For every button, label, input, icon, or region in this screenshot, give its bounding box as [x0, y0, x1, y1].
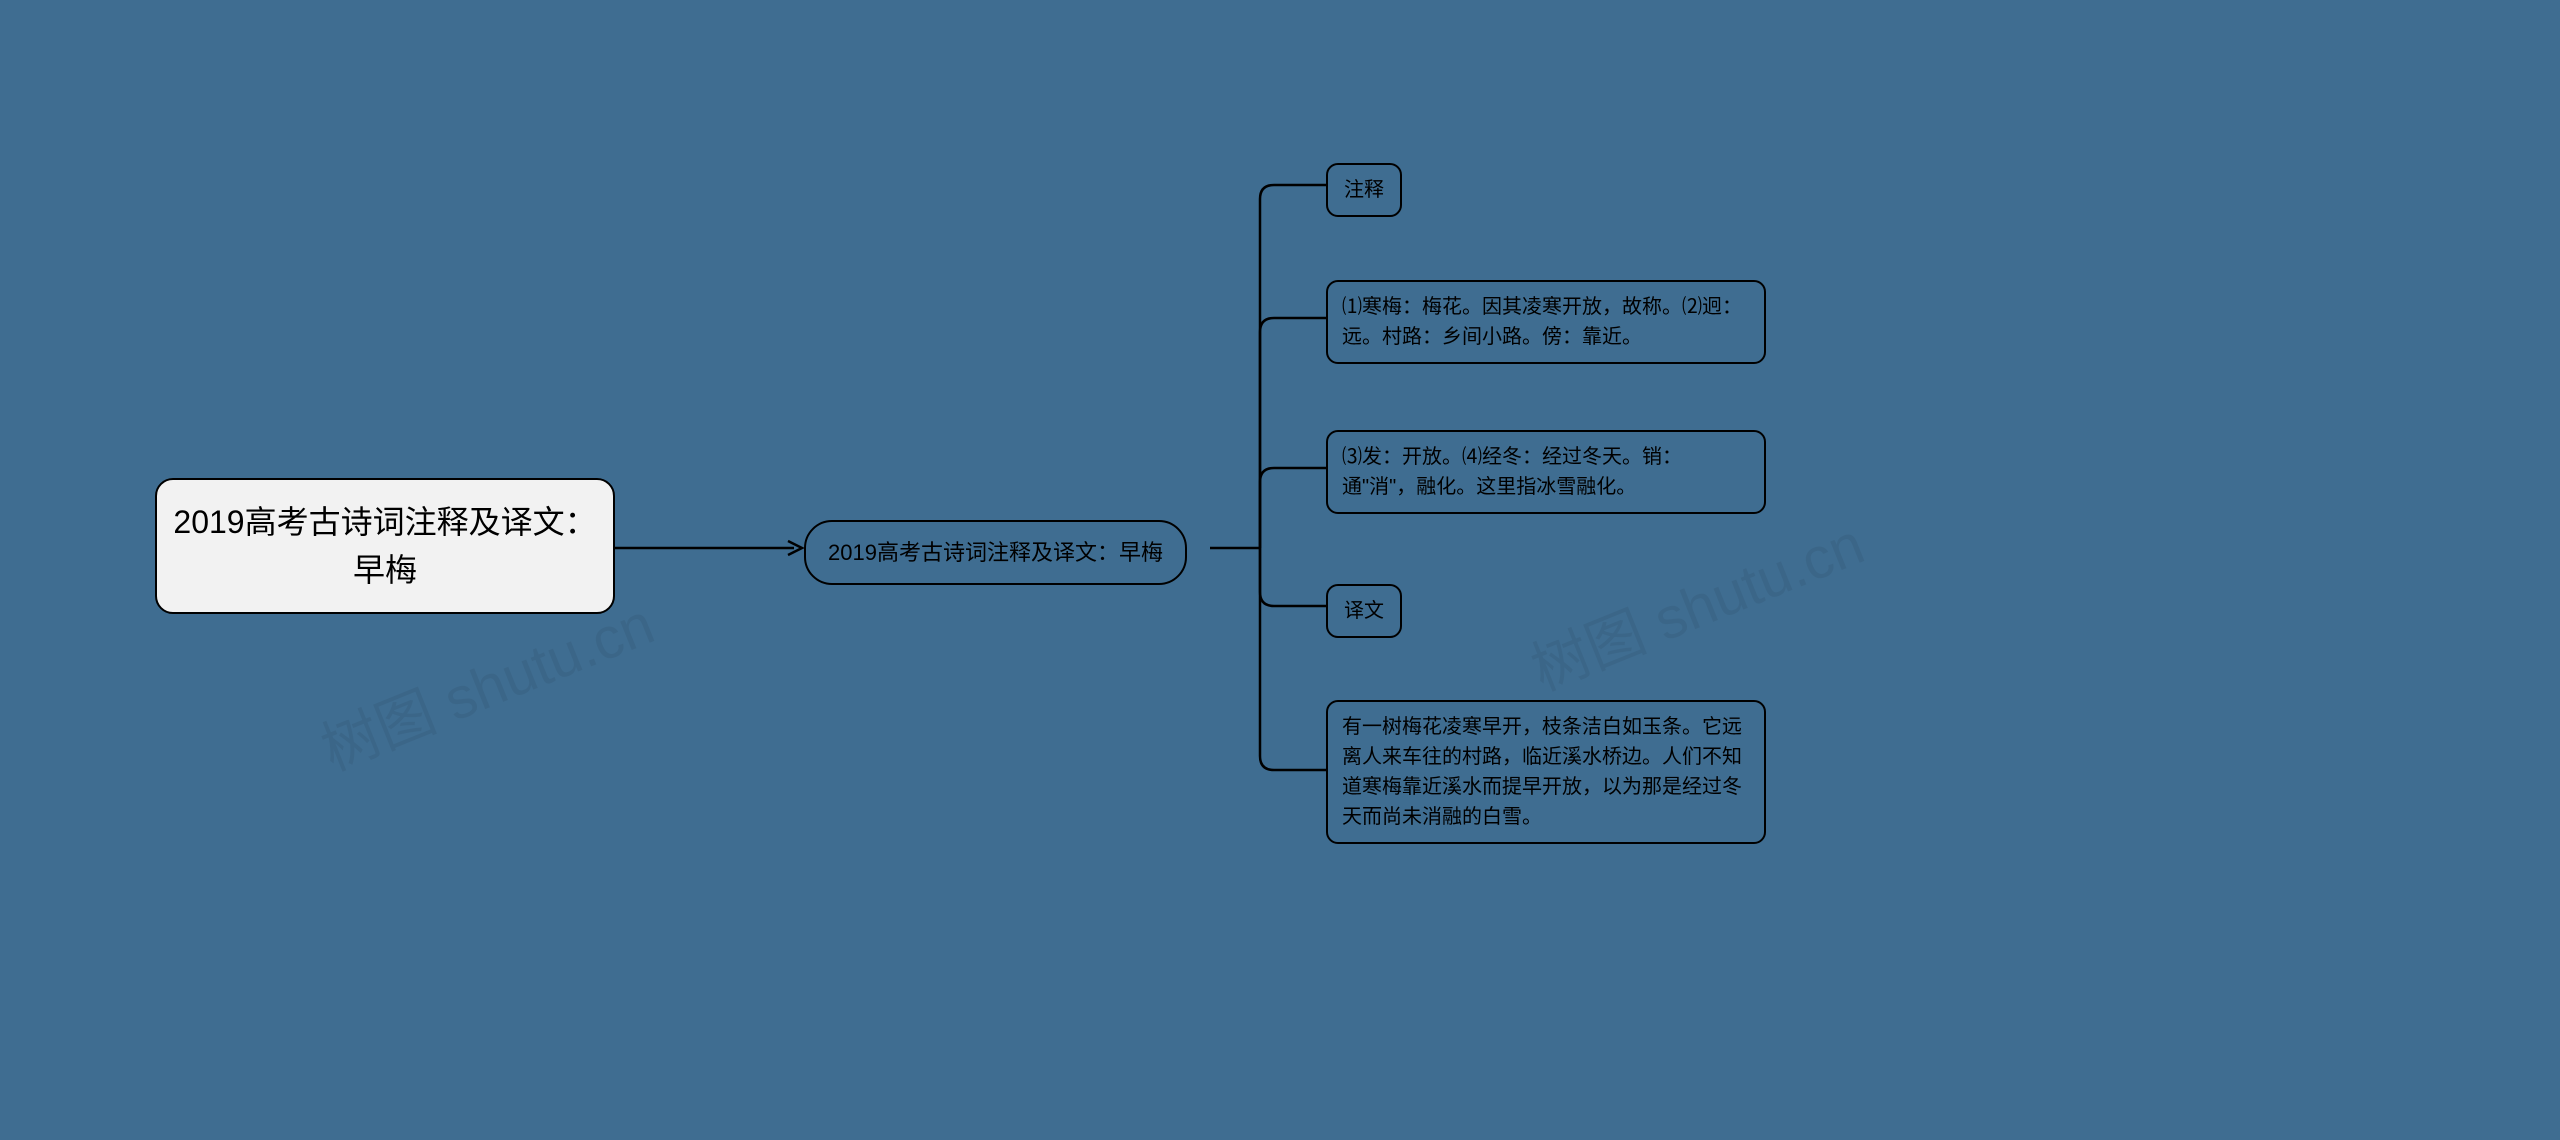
leaf-zhushi: 注释 [1326, 163, 1402, 217]
leaf-note34: ⑶发：开放。⑷经冬：经过冬天。销：通"消"，融化。这里指冰雪融化。 [1326, 430, 1766, 514]
leaf-note12: ⑴寒梅：梅花。因其凌寒开放，故称。⑵迥：远。村路：乡间小路。傍：靠近。 [1326, 280, 1766, 364]
leaf-yiwen: 译文 [1326, 584, 1402, 638]
level1-node: 2019高考古诗词注释及译文：早梅 [804, 520, 1187, 585]
level1-text: 2019高考古诗词注释及译文：早梅 [828, 540, 1163, 565]
leaf-text-note34: ⑶发：开放。⑷经冬：经过冬天。销：通"消"，融化。这里指冰雪融化。 [1342, 446, 1682, 498]
root-node: 2019高考古诗词注释及译文：早梅 [155, 478, 615, 614]
leaf-text-note12: ⑴寒梅：梅花。因其凌寒开放，故称。⑵迥：远。村路：乡间小路。傍：靠近。 [1342, 296, 1742, 348]
leaf-text-yiwen: 译文 [1344, 600, 1384, 622]
leaf-trans: 有一树梅花凌寒早开，枝条洁白如玉条。它远离人来车往的村路，临近溪水桥边。人们不知… [1326, 700, 1766, 844]
root-text: 2019高考古诗词注释及译文：早梅 [173, 504, 596, 588]
leaf-text-zhushi: 注释 [1344, 179, 1384, 201]
leaf-text-trans: 有一树梅花凌寒早开，枝条洁白如玉条。它远离人来车往的村路，临近溪水桥边。人们不知… [1342, 716, 1742, 828]
watermark-1: 树图 shutu.cn [1517, 497, 1874, 707]
